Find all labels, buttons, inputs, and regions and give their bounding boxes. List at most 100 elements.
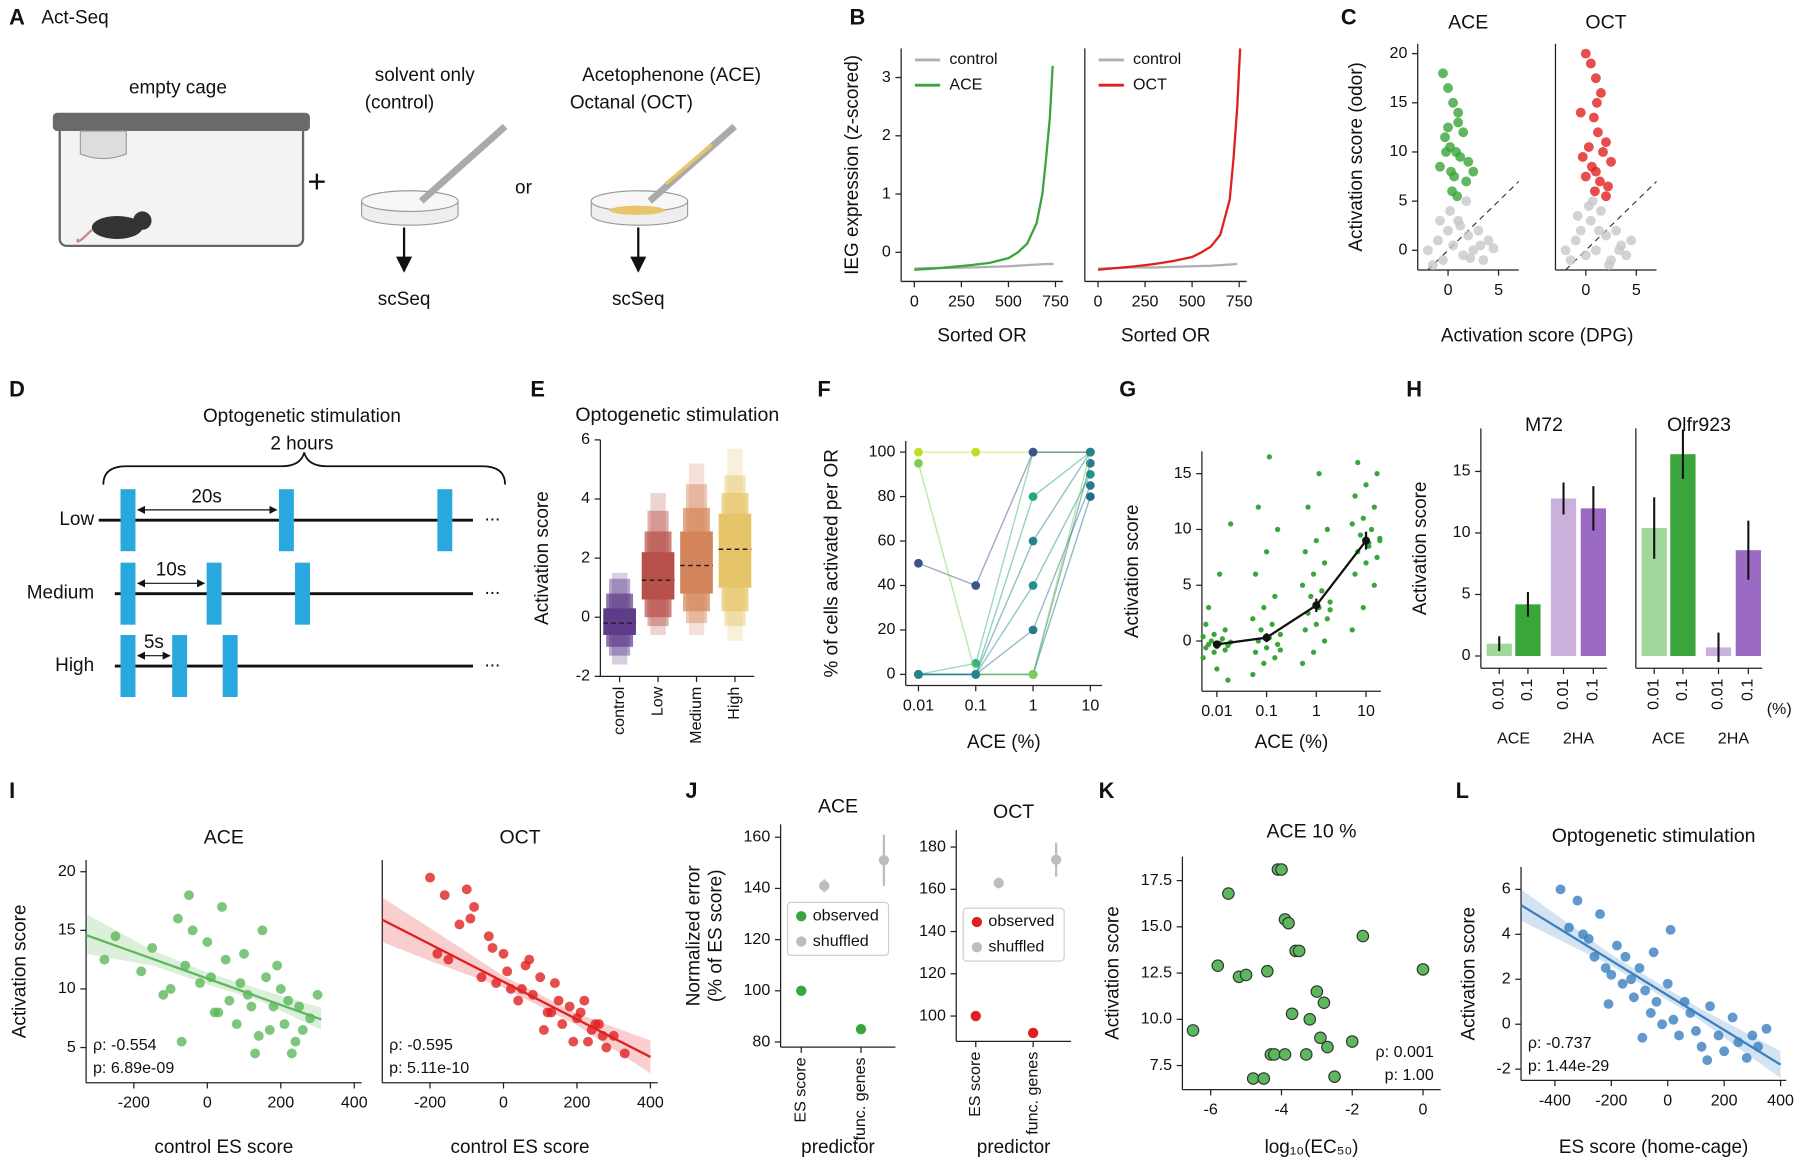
- point: [549, 978, 560, 989]
- point: [1580, 48, 1591, 59]
- annotation: p: 6.89e-09: [93, 1059, 174, 1077]
- chart: 0 5 10 15 0.01 0.1 1 10 G ACE (%) Activation score: [1119, 376, 1383, 753]
- legend-frame: [962, 907, 1065, 962]
- point: [1461, 176, 1472, 187]
- point: [1713, 1030, 1724, 1041]
- point: [1272, 655, 1278, 661]
- point: [1645, 1008, 1656, 1018]
- point: [312, 989, 323, 1000]
- y-tick-label: 3: [882, 68, 891, 86]
- chart: -2 0 2 4 6 control Low Medium High E Optogenetic s…: [530, 376, 779, 744]
- x-tick-label: 250: [948, 292, 975, 310]
- point: [1435, 215, 1445, 226]
- point: [1592, 127, 1603, 138]
- x-tick-label: -2: [1345, 1101, 1359, 1119]
- legend-marker: [796, 936, 807, 947]
- x-axis-label: predictor: [977, 1137, 1051, 1158]
- point: [443, 954, 454, 965]
- annotation: ρ: -0.595: [389, 1036, 453, 1054]
- point: [283, 995, 294, 1006]
- point: [1640, 985, 1651, 996]
- point: [1468, 166, 1479, 177]
- point: [1050, 854, 1062, 865]
- point: [1211, 631, 1217, 637]
- point: [1345, 1035, 1359, 1048]
- point: [1601, 137, 1611, 148]
- chart-title: Optogenetic stimulation: [575, 404, 779, 426]
- point: [502, 966, 513, 977]
- x-tick-label: -200: [118, 1094, 150, 1112]
- mean-marker: [1362, 536, 1371, 545]
- point: [1591, 97, 1602, 108]
- point: [1349, 627, 1355, 633]
- x-tick-label: -200: [414, 1094, 446, 1112]
- point: [1219, 636, 1226, 642]
- y-tick-label: 20: [1390, 44, 1408, 62]
- y-tick-label: 10: [1453, 523, 1471, 541]
- point: [1583, 142, 1594, 152]
- point: [1637, 1032, 1648, 1043]
- point: [575, 1007, 586, 1018]
- odor-drop: [609, 205, 665, 215]
- point: [1305, 504, 1311, 510]
- point: [1317, 996, 1331, 1009]
- dish: [361, 190, 459, 212]
- point: [546, 1007, 557, 1018]
- point: [1200, 655, 1206, 661]
- point: [819, 880, 830, 892]
- point: [1594, 176, 1605, 187]
- point: [246, 1001, 257, 1012]
- y-axis-label: IEG expression (z-scored): [842, 55, 863, 275]
- x-tick-label: Medium: [687, 687, 705, 744]
- legend-label: observed: [813, 907, 879, 925]
- point: [1310, 649, 1317, 655]
- point: [557, 1019, 568, 1030]
- point: [568, 1036, 579, 1047]
- point: [461, 884, 472, 895]
- y-tick-label: 6: [1502, 880, 1511, 898]
- point: [147, 942, 158, 953]
- y-tick-label: 160: [743, 827, 770, 845]
- point: [1560, 245, 1571, 256]
- y-tick-label: 0: [882, 243, 891, 261]
- x-tick-label: 400: [1767, 1091, 1794, 1109]
- point: [1651, 996, 1662, 1007]
- point: [553, 995, 564, 1006]
- x-axis-label: ES score (home-cage): [1559, 1137, 1748, 1158]
- y-tick-label: 20: [878, 620, 896, 638]
- point: [1275, 863, 1288, 876]
- group-label: 2HA: [1563, 730, 1595, 748]
- point: [272, 960, 283, 971]
- legend-label: OCT: [1133, 75, 1167, 93]
- y-tick-label: 180: [919, 837, 946, 855]
- point: [1250, 671, 1256, 678]
- line: [918, 485, 1091, 676]
- plus: +: [307, 163, 326, 199]
- x-axis-label: ACE (%): [967, 732, 1041, 753]
- point: [425, 872, 435, 883]
- pulse: [278, 489, 294, 552]
- x-tick-label: 750: [1042, 292, 1069, 310]
- x-tick-label: 10: [1357, 702, 1375, 720]
- point: [1266, 454, 1272, 460]
- group-label: 2HA: [1718, 730, 1750, 748]
- point: [202, 937, 213, 947]
- annotation: ρ: -0.737: [1528, 1034, 1592, 1052]
- x-tick-label: ES score: [792, 1057, 810, 1122]
- point: [796, 985, 807, 996]
- point: [1269, 621, 1275, 627]
- point: [1252, 571, 1259, 577]
- identity-line: [1565, 181, 1657, 271]
- x-tick-label: 1: [1029, 696, 1038, 714]
- y-axis-label: Activation score: [10, 905, 31, 1039]
- y-tick-label: 20: [58, 862, 76, 880]
- x-axis-label: ACE (%): [1255, 732, 1329, 753]
- ellipsis: ...: [484, 578, 500, 599]
- point: [476, 972, 487, 983]
- point: [1225, 677, 1231, 683]
- point: [1299, 582, 1306, 588]
- point: [1603, 999, 1614, 1009]
- point: [1555, 884, 1566, 895]
- line: [914, 65, 1054, 271]
